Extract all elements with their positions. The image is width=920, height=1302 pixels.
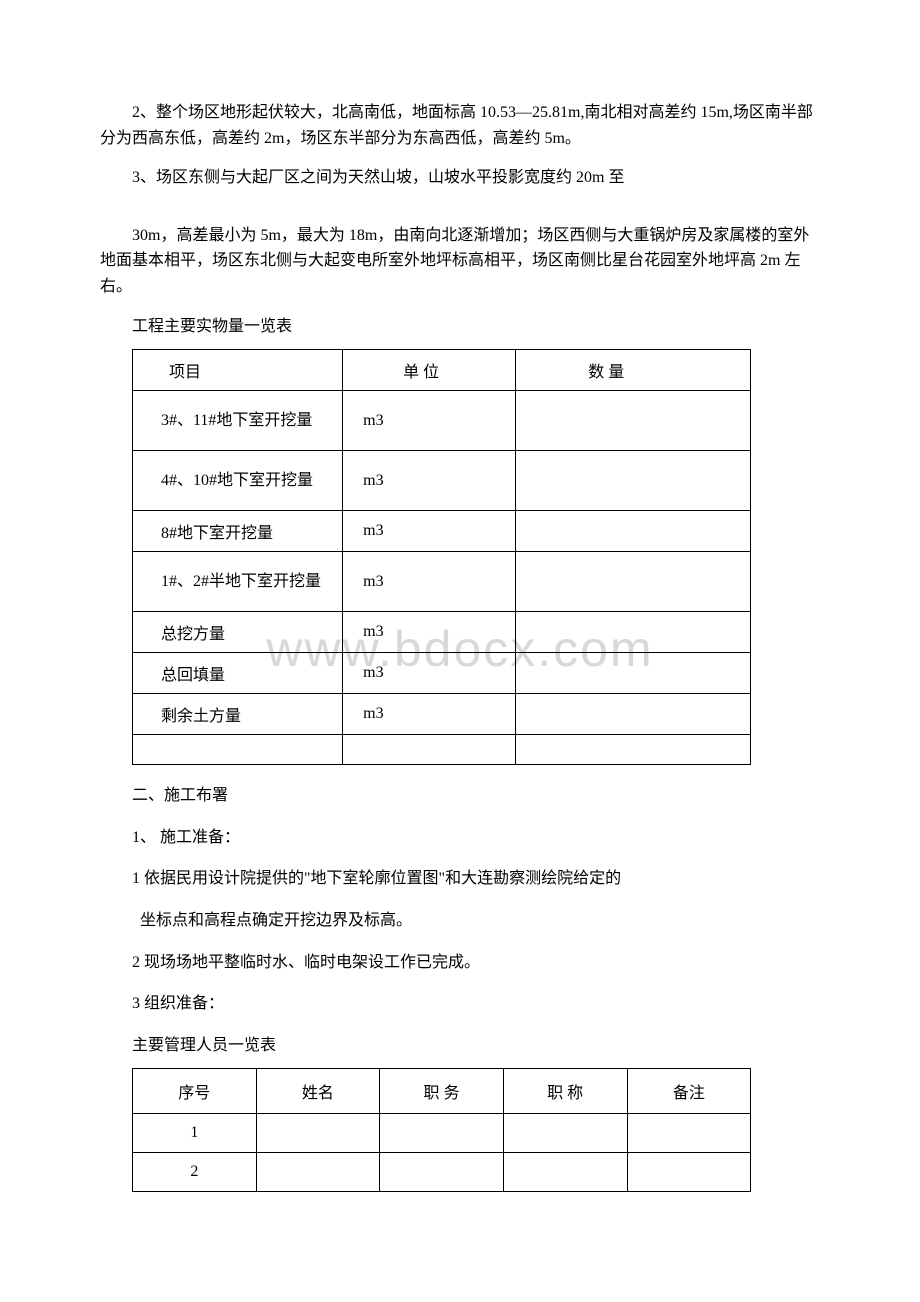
table-header: 单 位 [343, 350, 516, 391]
table-row: 8#地下室开挖量 m3 [133, 511, 751, 552]
table-cell [516, 552, 751, 612]
table-cell [516, 612, 751, 653]
table-cell [503, 1153, 627, 1192]
table-row: 4#、10#地下室开挖量 m3 [133, 451, 751, 511]
paragraph-terrain-3: 30m，高差最小为 5m，最大为 18m，由南向北逐渐增加；场区西侧与大重锅炉房… [100, 223, 820, 300]
table-header: 项目 [133, 350, 343, 391]
table-header: 职 务 [380, 1069, 504, 1114]
list-item: 1、 施工准备： [100, 825, 820, 851]
personnel-table: 序号 姓名 职 务 职 称 备注 1 2 [132, 1068, 751, 1192]
table-cell: m3 [343, 451, 516, 511]
table-cell [516, 735, 751, 765]
table-cell [627, 1153, 751, 1192]
table-cell: 总回填量 [133, 653, 343, 694]
table-row: 项目 单 位 数 量 [133, 350, 751, 391]
table-cell [133, 735, 343, 765]
table-row: 序号 姓名 职 务 职 称 备注 [133, 1069, 751, 1114]
table-cell: 3#、11#地下室开挖量 [133, 391, 343, 451]
list-item: 2 现场场地平整临时水、临时电架设工作已完成。 [100, 950, 820, 976]
table-header: 备注 [627, 1069, 751, 1114]
table-cell: 8#地下室开挖量 [133, 511, 343, 552]
paragraph-terrain-2: 3、场区东侧与大起厂区之间为天然山坡，山坡水平投影宽度约 20m 至 [100, 165, 820, 191]
table-cell: m3 [343, 694, 516, 735]
quantity-table: 项目 单 位 数 量 3#、11#地下室开挖量 m3 4#、10#地下室开挖量 … [132, 349, 751, 765]
table-cell [516, 451, 751, 511]
table-cell: m3 [343, 612, 516, 653]
table-cell [256, 1114, 380, 1153]
table-cell [380, 1114, 504, 1153]
table-row: 1#、2#半地下室开挖量 m3 [133, 552, 751, 612]
table-cell [627, 1114, 751, 1153]
table-cell [256, 1153, 380, 1192]
document-content: 2、整个场区地形起伏较大，北高南低，地面标高 10.53—25.81m,南北相对… [100, 100, 820, 1192]
list-item: 坐标点和高程点确定开挖边界及标高。 [100, 908, 820, 934]
table-cell: m3 [343, 391, 516, 451]
table-cell: 1#、2#半地下室开挖量 [133, 552, 343, 612]
table-header: 职 称 [503, 1069, 627, 1114]
table-row: 2 [133, 1153, 751, 1192]
table-row: 总回填量 m3 [133, 653, 751, 694]
table1-title: 工程主要实物量一览表 [100, 314, 820, 340]
table-cell: 1 [133, 1114, 257, 1153]
table-cell: m3 [343, 653, 516, 694]
table-row: 剩余土方量 m3 [133, 694, 751, 735]
table-cell: m3 [343, 552, 516, 612]
table-cell [516, 653, 751, 694]
table-row: 3#、11#地下室开挖量 m3 [133, 391, 751, 451]
table-cell [516, 694, 751, 735]
table-header: 序号 [133, 1069, 257, 1114]
list-item: 1 依据民用设计院提供的"地下室轮廓位置图"和大连勘察测绘院给定的 [100, 866, 820, 892]
list-item: 3 组织准备： [100, 991, 820, 1017]
table-cell [516, 391, 751, 451]
table-row: 总挖方量 m3 [133, 612, 751, 653]
table-cell [343, 735, 516, 765]
table-cell: 剩余土方量 [133, 694, 343, 735]
table-header: 数 量 [516, 350, 751, 391]
section-heading: 二、施工布署 [100, 783, 820, 809]
table-cell: 2 [133, 1153, 257, 1192]
table-row [133, 735, 751, 765]
table-cell: m3 [343, 511, 516, 552]
table-cell: 4#、10#地下室开挖量 [133, 451, 343, 511]
table-header: 姓名 [256, 1069, 380, 1114]
table-cell [503, 1114, 627, 1153]
paragraph-terrain-1: 2、整个场区地形起伏较大，北高南低，地面标高 10.53—25.81m,南北相对… [100, 100, 820, 151]
table-cell [380, 1153, 504, 1192]
table-row: 1 [133, 1114, 751, 1153]
table-cell [516, 511, 751, 552]
table-cell: 总挖方量 [133, 612, 343, 653]
table2-title: 主要管理人员一览表 [100, 1033, 820, 1059]
